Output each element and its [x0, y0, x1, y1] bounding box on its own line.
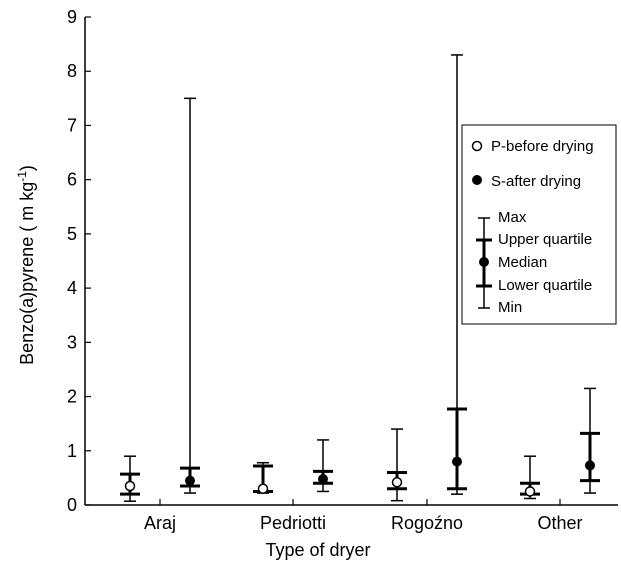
box-after-3: [580, 387, 600, 494]
legend-key-median: Median: [498, 254, 547, 271]
median-marker: [185, 475, 195, 486]
y-tick-label: 7: [67, 115, 77, 135]
box-after-2: [447, 54, 467, 495]
legend-key-max: Max: [498, 209, 527, 226]
legend-entry-before: P-before drying: [491, 138, 594, 155]
median-marker: [391, 476, 403, 488]
legend-key-lower-quartile: Lower quartile: [498, 277, 592, 294]
y-axis-title: Benzo(a)pyrene ( m kg-1): [15, 165, 37, 365]
y-tick-label: 4: [67, 278, 77, 298]
legend: P-before drying S-after drying Max Upper…: [461, 124, 617, 325]
y-ticks: 0 1 2 3 4 5 6 7 8 9: [67, 7, 91, 515]
y-tick-label: 2: [67, 387, 77, 407]
legend-key-glyph: [476, 217, 492, 309]
median-marker: [452, 456, 462, 467]
x-axis-title: Type of dryer: [265, 540, 370, 560]
legend-marker-open: [471, 140, 483, 152]
x-ticks: Araj Pedriotti Rogoźno Other: [144, 499, 583, 533]
median-marker: [524, 486, 536, 497]
legend-box: [461, 124, 617, 325]
x-tick-label: Other: [537, 513, 582, 533]
y-axis-title-superscript: -1: [15, 171, 29, 182]
box-series: [120, 54, 600, 502]
x-tick-label: Rogoźno: [391, 513, 463, 533]
y-tick-label: 1: [67, 441, 77, 461]
y-tick-label: 3: [67, 332, 77, 352]
box-before-0: [120, 455, 140, 502]
box-before-3: [520, 455, 540, 500]
y-tick-label: 9: [67, 7, 77, 27]
box-before-1: [253, 461, 273, 494]
axes: [84, 17, 618, 506]
legend-marker-filled: [472, 175, 482, 185]
legend-entry-after: S-after drying: [491, 173, 581, 190]
median-marker: [124, 480, 136, 492]
y-tick-label: 0: [67, 495, 77, 515]
y-tick-label: 5: [67, 224, 77, 244]
median-marker: [585, 460, 595, 471]
y-tick-label: 8: [67, 61, 77, 81]
legend-key-min: Min: [498, 299, 522, 316]
box-before-2: [387, 428, 407, 502]
x-tick-label: Pedriotti: [260, 513, 326, 533]
y-tick-label: 6: [67, 170, 77, 190]
median-marker: [318, 473, 328, 484]
median-marker: [257, 483, 269, 494]
box-after-1: [313, 439, 333, 493]
box-after-0: [180, 97, 200, 494]
x-tick-label: Araj: [144, 513, 176, 533]
legend-key-upper-quartile: Upper quartile: [498, 231, 592, 248]
